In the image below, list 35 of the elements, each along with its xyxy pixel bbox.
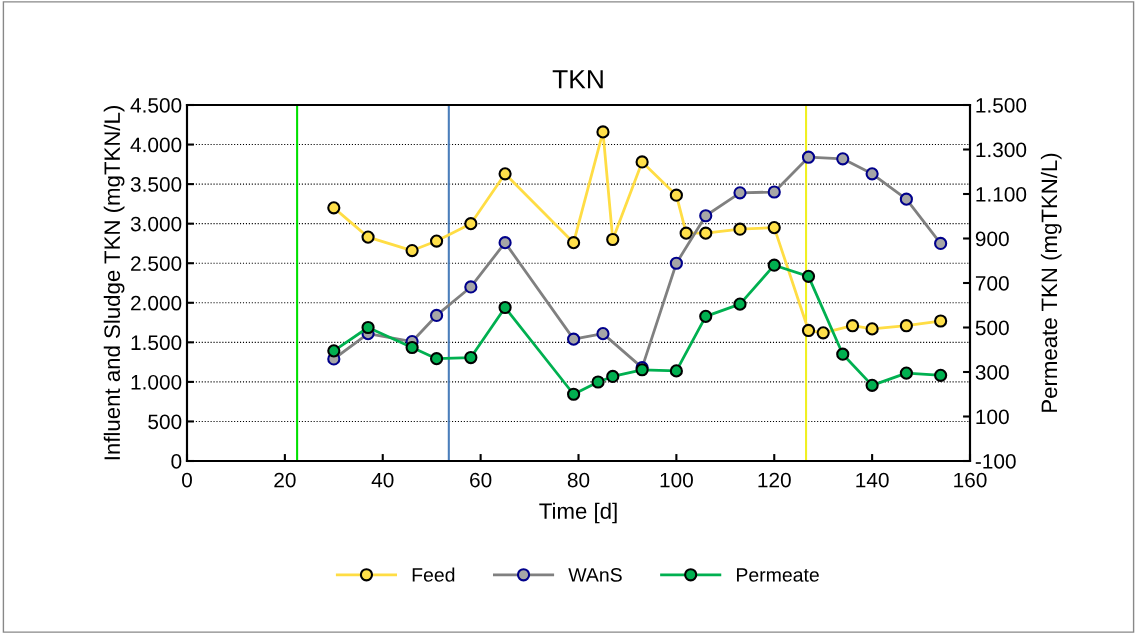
y-tick-label: 4.500 — [130, 98, 182, 113]
y-axis-title: Influent and Sludge TKN (mgTKN/L) — [103, 106, 125, 460]
x-tick-label: 20 — [274, 472, 296, 488]
legend-label: Feed — [412, 567, 455, 582]
y2-tick-label: 500 — [975, 320, 1009, 336]
x-tick-label: 140 — [856, 472, 889, 488]
y-tick-label: 3.000 — [130, 216, 182, 232]
x-tick-label: 80 — [567, 472, 590, 488]
y2-tick-label: 300 — [975, 365, 1009, 380]
y-tick-label: 500 — [148, 414, 182, 430]
y2-tick-label: 700 — [975, 276, 1009, 291]
x-tick-label: 160 — [954, 472, 987, 488]
y-tick-label: 2.000 — [131, 295, 182, 311]
y2-tick-label: 900 — [975, 231, 1009, 247]
x-tick-label: 40 — [371, 472, 394, 488]
y2-tick-label: -100 — [975, 454, 1016, 469]
y-tick-label: 3.500 — [130, 177, 182, 192]
y2-tick-label: 100 — [976, 409, 1009, 425]
x-tick-label: 100 — [660, 472, 693, 488]
legend-label: WAnS — [568, 568, 622, 582]
y2-axis-title: Permeate TKN (mgTKN/L) — [1040, 153, 1062, 412]
x-tick-label: 120 — [758, 472, 791, 488]
x-axis-title: Time [d] — [539, 502, 617, 524]
y2-tick-label: 1.300 — [976, 142, 1027, 158]
y2-tick-label: 1.100 — [976, 187, 1027, 202]
y-tick-label: 1.000 — [131, 374, 182, 390]
y-tick-label: 1.500 — [131, 335, 182, 351]
legend-label: Permeate — [737, 568, 819, 582]
y2-tick-label: 1.500 — [976, 98, 1027, 113]
chart-title: TKN — [552, 70, 603, 89]
x-tick-label: 60 — [470, 472, 492, 488]
y-tick-label: 2.500 — [131, 256, 182, 271]
y-tick-label: 0 — [171, 454, 182, 469]
x-tick-label: 0 — [182, 472, 192, 488]
y-tick-label: 4.000 — [130, 137, 182, 153]
